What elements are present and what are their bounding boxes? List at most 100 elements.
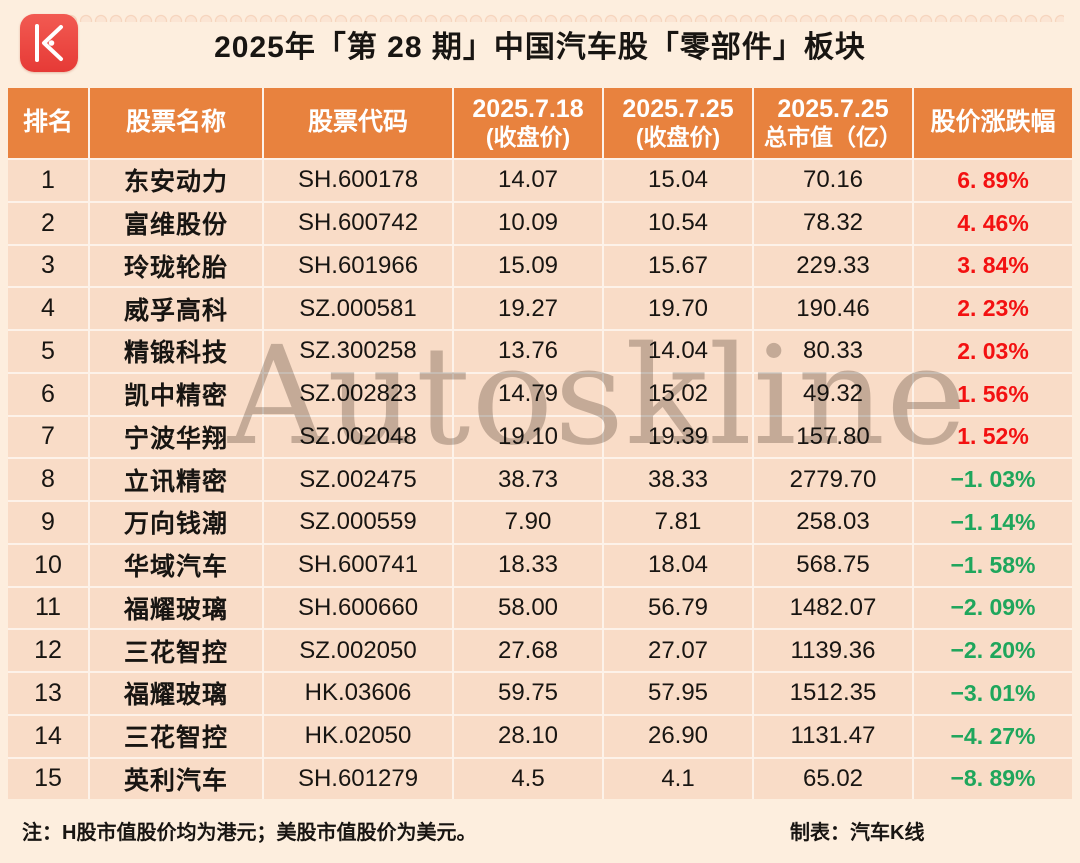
market-cap-cell: 157.80 [754,416,912,458]
stock-code-cell: SZ.002050 [264,630,452,671]
change-cell: −1. 14% [914,502,1072,543]
close-0718-cell: 18.33 [454,544,602,586]
header-label: 股票名称 [125,108,226,137]
stock-name-cell: 万向钱潮 [90,502,262,543]
market-cap-cell: 229.33 [754,245,912,287]
stock-name-cell: 宁波华翔 [90,416,262,458]
close-0725-cell: 57.95 [604,673,752,714]
close-0718-cell: 15.09 [454,245,602,287]
close-0725-cell: 7.81 [604,502,752,543]
stock-code-cell: SH.600660 [264,587,452,629]
rank-cell: 1 [8,160,88,201]
stock-name-cell: 三花智控 [90,715,262,757]
rank-cell: 4 [8,288,88,329]
close-0725-cell: 19.39 [604,416,752,458]
change-cell: 2. 03% [914,331,1072,372]
stock-code-cell: SH.600742 [264,202,452,244]
stock-code-cell: SH.601279 [264,758,452,800]
footer-credit: 制表：汽车K线 [790,822,925,844]
stock-name-cell: 凯中精密 [90,373,262,415]
close-0718-cell: 19.10 [454,416,602,458]
header-label: 股价涨跌幅 [930,108,1056,137]
rank-cell: 14 [8,715,88,757]
rank-cell: 15 [8,758,88,800]
rank-cell: 5 [8,331,88,372]
close-0725-cell: 10.54 [604,202,752,244]
market-cap-cell: 65.02 [754,758,912,800]
stock-name-cell: 富维股份 [90,202,262,244]
header-line2: 总市值（亿） [764,124,902,151]
close-0718-cell: 10.09 [454,202,602,244]
rank-cell: 9 [8,502,88,543]
close-0718-cell: 4.5 [454,758,602,800]
close-0725-cell: 15.02 [604,373,752,415]
header-line1: 2025.7.25 [777,94,889,123]
rank-cell: 11 [8,587,88,629]
rank-cell: 6 [8,373,88,415]
title-band: 2025年「第 28 期」中国汽车股「零部件」板块 [0,0,1080,88]
stock-code-header: 股票代码 [264,88,452,158]
stock-code-cell: SH.601966 [264,245,452,287]
header-line2: (收盘价) [485,124,571,151]
close-0725-cell: 4.1 [604,758,752,800]
change-cell: −1. 03% [914,459,1072,500]
close-0718-cell: 38.73 [454,459,602,500]
header-label: 股票代码 [307,108,408,137]
close-0718-cell: 7.90 [454,502,602,543]
rank-cell: 10 [8,544,88,586]
close-0725-cell: 56.79 [604,587,752,629]
change-cell: 1. 52% [914,416,1072,458]
market-cap-cell: 78.32 [754,202,912,244]
stock-code-cell: SH.600178 [264,160,452,201]
close-0725-cell: 19.70 [604,288,752,329]
close-0725-cell: 38.33 [604,459,752,500]
stock-name-cell: 福耀玻璃 [90,673,262,714]
market-cap-cell: 258.03 [754,502,912,543]
stock-code-cell: SZ.002048 [264,416,452,458]
stock-name-cell: 立讯精密 [90,459,262,500]
stock-name-cell: 玲珑轮胎 [90,245,262,287]
change-cell: −3. 01% [914,673,1072,714]
market-cap-cell: 568.75 [754,544,912,586]
autoskline-logo-icon [20,14,78,72]
rank-cell: 13 [8,673,88,714]
change-header: 股价涨跌幅 [914,88,1072,158]
stock-name-cell: 英利汽车 [90,758,262,800]
header-label: 排名 [22,108,73,137]
change-cell: −2. 09% [914,587,1072,629]
change-cell: −1. 58% [914,544,1072,586]
close-0725-cell: 15.04 [604,160,752,201]
stock-name-header: 股票名称 [90,88,262,158]
market-cap-cell: 190.46 [754,288,912,329]
close-0725-header: 2025.7.25 (收盘价) [604,88,752,158]
rank-cell: 2 [8,202,88,244]
market-cap-cell: 80.33 [754,331,912,372]
header-line1: 2025.7.25 [622,94,734,123]
stock-code-cell: SZ.000581 [264,288,452,329]
market-cap-cell: 49.32 [754,373,912,415]
stock-name-cell: 三花智控 [90,630,262,671]
scallop-decoration [64,8,1064,22]
close-0718-cell: 27.68 [454,630,602,671]
stock-name-cell: 威孚高科 [90,288,262,329]
page-title: 2025年「第 28 期」中国汽车股「零部件」板块 [214,31,866,64]
close-0718-cell: 13.76 [454,331,602,372]
header-line1: 2025.7.18 [472,94,584,123]
change-cell: 4. 46% [914,202,1072,244]
rank-cell: 8 [8,459,88,500]
stock-code-cell: SZ.300258 [264,331,452,372]
change-cell: 2. 23% [914,288,1072,329]
change-cell: 1. 56% [914,373,1072,415]
close-0718-cell: 14.79 [454,373,602,415]
rank-header: 排名 [8,88,88,158]
rank-cell: 3 [8,245,88,287]
stock-code-cell: HK.02050 [264,715,452,757]
close-0725-cell: 15.67 [604,245,752,287]
market-cap-header: 2025.7.25 总市值（亿） [754,88,912,158]
change-cell: 3. 84% [914,245,1072,287]
header-line2: (收盘价) [635,124,721,151]
stock-name-cell: 华域汽车 [90,544,262,586]
close-0718-cell: 58.00 [454,587,602,629]
change-cell: −8. 89% [914,758,1072,800]
